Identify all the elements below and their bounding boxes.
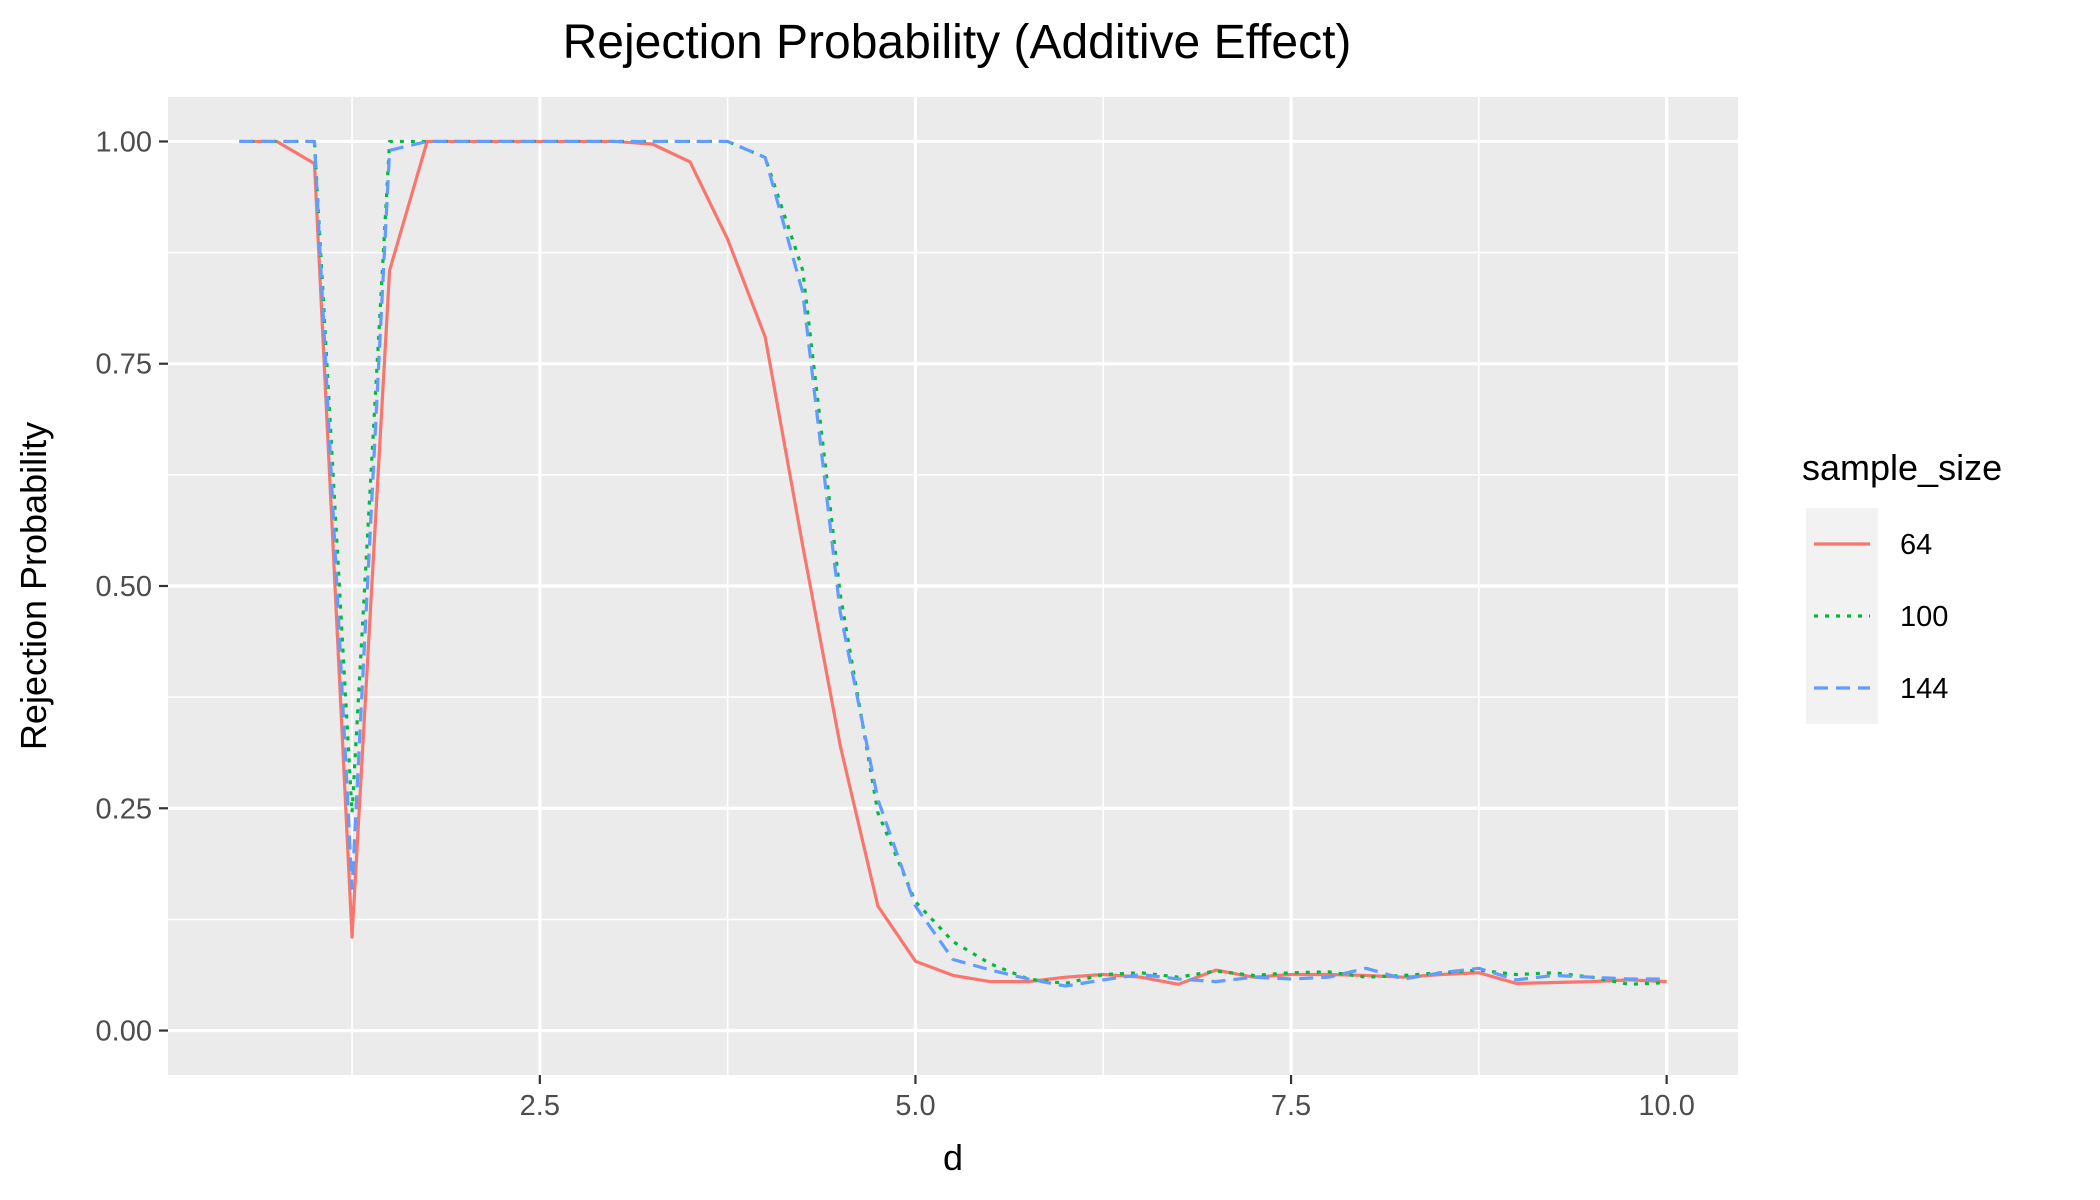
y-tick-label: 0.75 — [96, 349, 152, 381]
x-axis: 2.5 5.0 7.5 10.0 — [520, 1075, 1695, 1122]
x-axis-title: d — [943, 1137, 963, 1178]
chart-title: Rejection Probability (Additive Effect) — [563, 16, 1352, 69]
legend-title: sample_size — [1802, 447, 2002, 488]
y-axis: 0.00 0.25 0.50 0.75 1.00 — [96, 126, 168, 1048]
major-gridlines — [168, 97, 1738, 1075]
y-tick-label: 1.00 — [96, 126, 152, 158]
x-tick-label: 10.0 — [1638, 1090, 1694, 1122]
x-tick-label: 5.0 — [895, 1090, 935, 1122]
legend-label-64: 64 — [1900, 529, 1932, 561]
y-axis-title: Rejection Probability — [13, 422, 54, 750]
y-tick-label: 0.00 — [96, 1016, 152, 1048]
legend-label-144: 144 — [1900, 673, 1948, 705]
series-lines — [239, 139, 1667, 988]
legend-label-100: 100 — [1900, 601, 1948, 633]
series-line-144 — [239, 139, 1667, 988]
x-tick-label: 7.5 — [1271, 1090, 1311, 1122]
legend: sample_size 64 100 144 — [1802, 447, 2002, 724]
y-tick-label: 0.50 — [96, 571, 152, 603]
x-tick-label: 2.5 — [520, 1090, 560, 1122]
y-tick-label: 0.25 — [96, 793, 152, 825]
